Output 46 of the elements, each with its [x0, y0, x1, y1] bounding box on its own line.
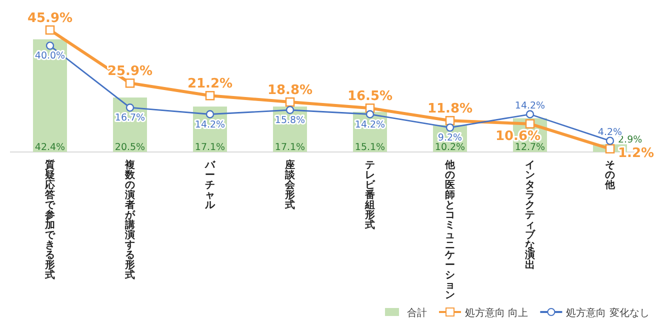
data-label: 14.2% — [514, 100, 546, 112]
x-tick-label: テレビ番組形式 — [365, 160, 375, 231]
data-label: 20.5% — [114, 142, 146, 153]
point — [125, 78, 135, 88]
x-tick-label: 他の医師とコミュニケーション — [445, 160, 455, 301]
data-label: 18.8% — [267, 83, 313, 98]
bar — [33, 39, 67, 152]
data-label: 21.2% — [187, 76, 233, 92]
point — [285, 97, 295, 107]
data-label: 1.2% — [618, 146, 654, 161]
point — [205, 91, 215, 100]
point — [606, 136, 614, 145]
x-tick-label: 座談会形式 — [285, 160, 295, 211]
point — [605, 144, 615, 154]
data-label: 17.1% — [274, 142, 306, 153]
point — [526, 110, 534, 118]
point — [46, 42, 54, 50]
point — [366, 110, 374, 118]
data-label: 40.0% — [34, 50, 66, 62]
x-tick-label: インタラクティブな演出 — [525, 160, 535, 271]
data-label: 45.9% — [27, 11, 73, 26]
data-label: 14.2% — [354, 119, 386, 130]
point — [286, 106, 294, 114]
data-label: 16.7% — [114, 112, 146, 124]
data-label: 16.5% — [347, 89, 393, 104]
legend-label: 合計 — [407, 307, 427, 319]
point — [446, 123, 454, 132]
data-label: 9.2% — [438, 132, 462, 144]
x-tick-label: 複数の演者が講演する形式 — [125, 160, 135, 281]
x-tick-label: バーチャル — [205, 160, 215, 211]
point — [45, 25, 55, 35]
point — [126, 104, 134, 112]
legend-label: 処方意向 変化なし — [566, 307, 650, 319]
data-label: 42.4% — [34, 142, 66, 153]
x-tick-label: 質疑応答で参加できる形式 — [45, 160, 55, 281]
data-label: 10.2% — [434, 142, 466, 153]
data-label: 11.8% — [427, 102, 473, 117]
data-label: 15.1% — [354, 142, 386, 153]
x-tick-label: その他 — [605, 160, 615, 191]
data-label: 12.7% — [514, 142, 546, 153]
point — [206, 110, 214, 118]
legend-label: 処方意向 向上 — [465, 307, 528, 319]
data-label: 17.1% — [194, 142, 226, 153]
point — [525, 119, 535, 128]
data-label: 14.2% — [194, 119, 226, 130]
data-label: 15.8% — [274, 115, 306, 126]
